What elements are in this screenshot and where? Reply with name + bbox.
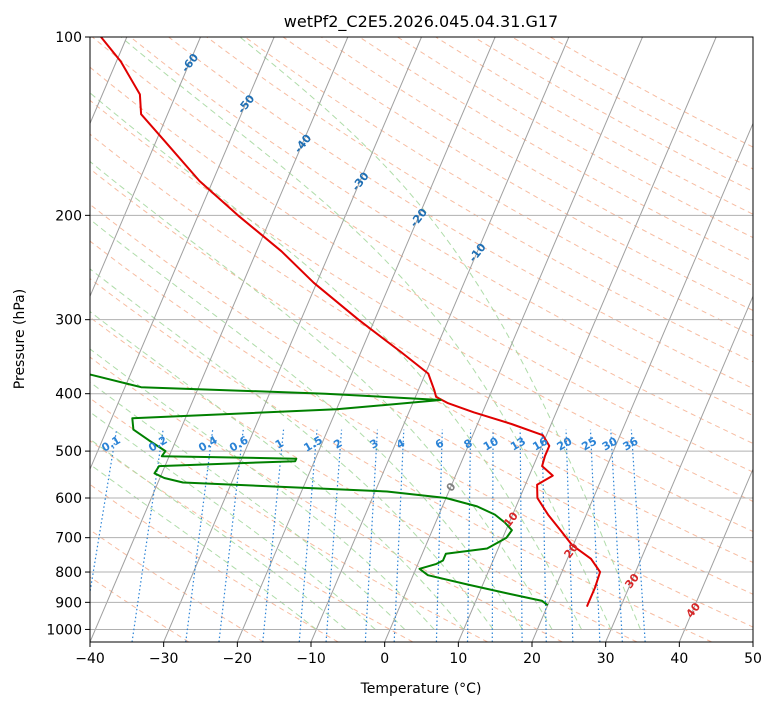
x-tick-label: 50 [744, 651, 762, 667]
isotherm-label: -10 [466, 241, 489, 265]
mixing-ratio-label: 3 [368, 437, 381, 452]
chart-title: wetPf2_C2E5.2026.045.04.31.G17 [284, 12, 558, 32]
x-tick-label: −40 [75, 651, 105, 667]
isotherm-label: 20 [562, 541, 582, 561]
x-tick-label: −30 [149, 651, 179, 667]
isotherm-label: -40 [292, 132, 315, 156]
x-axis-label: Temperature (°C) [360, 681, 482, 697]
mixing-ratio-line [611, 430, 623, 642]
isotherm-line [311, 37, 569, 642]
dry-adiabat-line [512, 37, 775, 642]
isotherm-label: -60 [179, 51, 202, 75]
isotherm-line [16, 37, 274, 642]
x-axis-ticks: −40 −30 −20 −10 0 10 20 30 40 50 [75, 642, 762, 667]
y-tick-label: 600 [55, 491, 82, 507]
x-tick-label: 10 [449, 651, 467, 667]
y-tick-label: 300 [55, 313, 82, 329]
isotherm-line [606, 37, 775, 642]
dry-adiabat-line [0, 37, 189, 642]
y-tick-label: 800 [55, 565, 82, 581]
mixing-ratio-line [394, 430, 404, 642]
isotherm-line [90, 37, 348, 642]
isotherm-line [679, 37, 775, 642]
isotherm-line [458, 37, 716, 642]
isotherm-label: -20 [407, 206, 430, 230]
y-axis-ticks: 100 200 300 400 500 600 700 800 900 1000 [46, 30, 90, 638]
mixing-ratio-line [326, 430, 341, 642]
dry-adiabat-line [0, 37, 488, 642]
dewpoint-line [0, 37, 548, 605]
moist-adiabat-line [0, 37, 316, 629]
dry-adiabat-line [0, 37, 637, 642]
plot-frame [90, 37, 753, 642]
isotherm-line [0, 37, 201, 642]
x-tick-label: 20 [523, 651, 541, 667]
isotherm-label: -30 [349, 169, 372, 193]
dry-adiabat-line [0, 37, 338, 642]
x-tick-label: 0 [380, 651, 389, 667]
mixing-ratio-line [591, 430, 600, 642]
y-tick-label: 900 [55, 595, 82, 611]
background-lines [0, 37, 775, 642]
x-tick-label: 30 [597, 651, 615, 667]
mixing-ratio-line [520, 430, 522, 642]
isotherm-line [385, 37, 643, 642]
mixing-ratio-line [132, 430, 163, 642]
dry-adiabat-line [283, 37, 775, 642]
moist-adiabat-line [121, 37, 611, 629]
dry-adiabat-line [436, 37, 775, 642]
isotherm-label: 0 [444, 480, 459, 494]
y-tick-label: 700 [55, 531, 82, 547]
y-tick-label: 200 [55, 208, 82, 224]
y-tick-label: 100 [55, 30, 82, 46]
mixing-ratio-line [365, 430, 377, 642]
dry-adiabat-line [0, 37, 712, 642]
dry-adiabat-line [245, 37, 775, 642]
mixing-ratio-line [492, 430, 493, 642]
dry-adiabat-line [207, 37, 775, 642]
dry-adiabat-line [0, 37, 413, 642]
isotherm-line [753, 37, 775, 642]
moist-adiabat-line [0, 37, 346, 629]
mixing-ratio-line [82, 430, 117, 642]
x-tick-label: 40 [670, 651, 688, 667]
temperature-line [101, 37, 600, 607]
y-tick-label: 500 [55, 444, 82, 460]
moist-adiabat-line [240, 37, 641, 629]
mixing-ratio-label: 4 [394, 436, 407, 451]
x-tick-label: −10 [296, 651, 326, 667]
isotherm-label: -50 [235, 92, 258, 116]
dry-adiabat-line [550, 37, 775, 642]
y-axis-label: Pressure (hPa) [12, 289, 28, 389]
y-tick-label: 1000 [46, 622, 82, 638]
y-tick-label: 400 [55, 387, 82, 403]
isotherm-line [237, 37, 495, 642]
x-tick-label: −20 [223, 651, 253, 667]
mixing-ratio-line [468, 430, 471, 642]
